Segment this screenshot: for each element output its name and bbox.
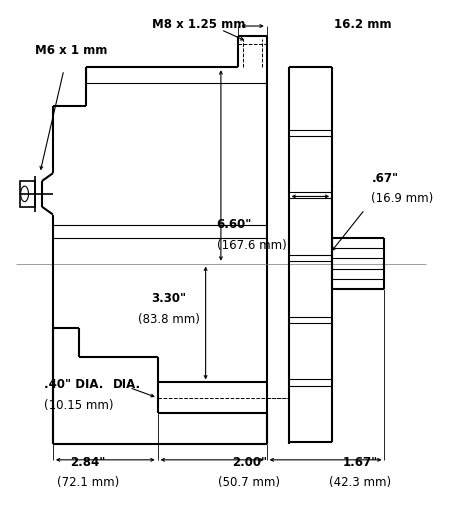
Text: (10.15 mm): (10.15 mm) <box>44 399 114 412</box>
Text: (167.6 mm): (167.6 mm) <box>216 239 286 252</box>
Text: 3.30": 3.30" <box>151 292 186 305</box>
Bar <box>20 181 36 207</box>
Text: .67": .67" <box>371 172 399 185</box>
Text: M6 x 1 mm: M6 x 1 mm <box>36 44 108 57</box>
Text: 2.00": 2.00" <box>232 456 267 469</box>
Text: (42.3 mm): (42.3 mm) <box>329 476 392 489</box>
Text: 1.67": 1.67" <box>343 456 378 469</box>
Text: M8 x 1.25 mm: M8 x 1.25 mm <box>153 18 246 31</box>
Text: (16.9 mm): (16.9 mm) <box>371 192 434 205</box>
Text: (83.8 mm): (83.8 mm) <box>138 313 199 326</box>
Text: .40" DIA.: .40" DIA. <box>44 378 104 391</box>
Text: 16.2 mm: 16.2 mm <box>334 18 392 31</box>
Ellipse shape <box>21 186 28 201</box>
Text: (50.7 mm): (50.7 mm) <box>218 476 280 489</box>
Text: 2.84": 2.84" <box>70 456 106 469</box>
Text: 6.60": 6.60" <box>216 218 252 231</box>
Text: DIA.: DIA. <box>113 378 141 391</box>
Text: (72.1 mm): (72.1 mm) <box>57 476 119 489</box>
